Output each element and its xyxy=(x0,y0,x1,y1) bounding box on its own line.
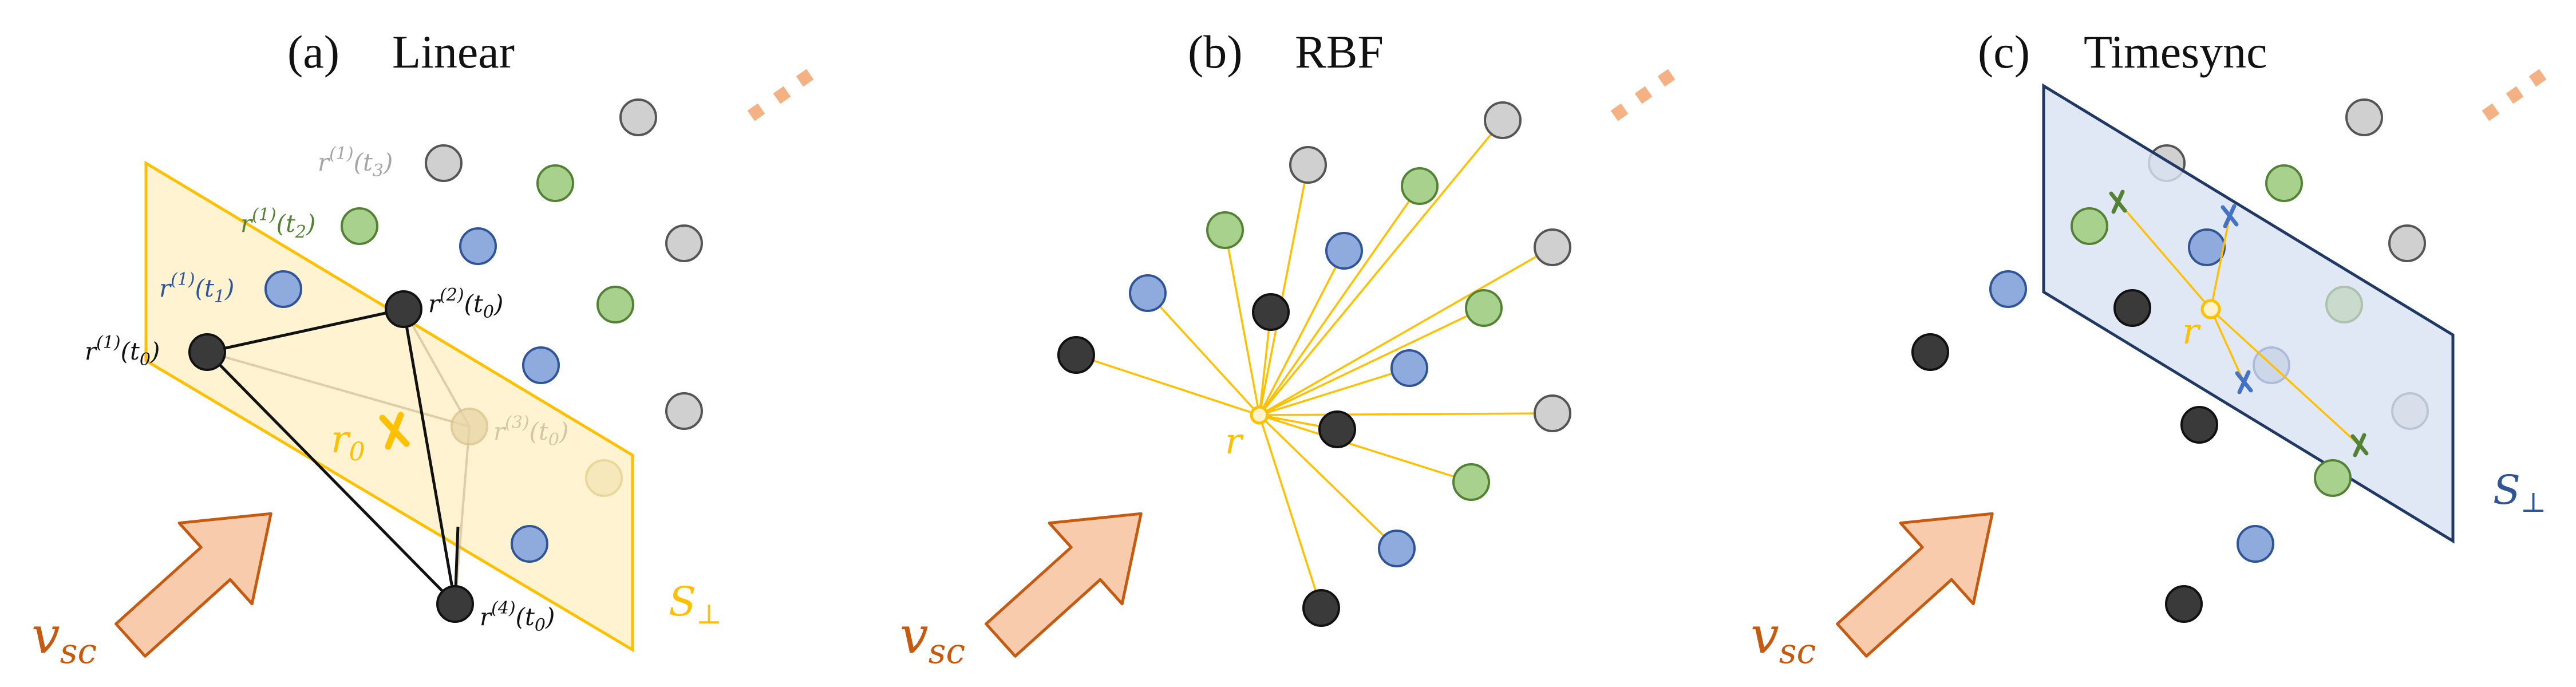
node-black xyxy=(1057,336,1095,374)
node-green xyxy=(2071,207,2108,245)
panel-c-title: Timesync xyxy=(2084,26,2267,78)
node-black xyxy=(2165,585,2203,623)
node-blue xyxy=(1390,349,1428,387)
label-r-c: r xyxy=(2182,310,2201,352)
node-black xyxy=(1302,589,1340,627)
velocity-arrow-b xyxy=(964,473,1177,681)
label-r1-t2: r(1)(t2) xyxy=(240,205,315,242)
node-green xyxy=(2314,459,2352,497)
node-gray xyxy=(1534,394,1571,432)
node-faded xyxy=(2325,286,2363,323)
node-faded xyxy=(585,459,623,497)
panel-b-title: RBF xyxy=(1295,26,1384,78)
node-gray xyxy=(619,98,657,136)
node-black xyxy=(2113,289,2151,327)
node-gray xyxy=(665,224,703,262)
label-r3-t0: r(3)(t0) xyxy=(493,413,568,450)
node-blue xyxy=(1129,274,1167,312)
label-r2-t0: r(2)(t0) xyxy=(428,285,503,322)
node-black xyxy=(2180,406,2218,444)
node-green xyxy=(1206,211,1244,249)
panel-rbf: (b) RBF xyxy=(900,26,1676,681)
panel-linear: (a) Linear xyxy=(31,26,814,681)
label-r0: r0 xyxy=(331,417,365,467)
cross-green xyxy=(2109,189,2127,214)
node-gray xyxy=(1484,101,1522,139)
node-blue xyxy=(1325,232,1363,270)
node-gray xyxy=(1289,146,1327,184)
label-r1-t3: r(1)(t3) xyxy=(318,144,393,181)
node-faded-r3 xyxy=(451,408,488,445)
node-black-r2 xyxy=(385,290,422,328)
label-velocity-b: vsc xyxy=(900,606,965,672)
cross-blue xyxy=(2235,370,2253,394)
panel-a-tag: (a) xyxy=(287,26,339,78)
cross-green xyxy=(2350,433,2369,457)
node-blue xyxy=(1989,270,2027,308)
node-black xyxy=(1252,293,1290,331)
node-blue xyxy=(2188,228,2226,266)
center-point-r xyxy=(2200,299,2221,319)
target-cross-r0 xyxy=(379,412,410,450)
velocity-arrow-a xyxy=(94,473,307,681)
label-r-b: r xyxy=(1225,420,1244,462)
node-gray xyxy=(2388,224,2426,262)
label-plane-c: S⊥ xyxy=(2493,467,2546,519)
label-velocity-c: vsc xyxy=(1751,606,1816,672)
node-green xyxy=(341,207,378,245)
simplex-edges-a xyxy=(206,307,460,605)
ellipsis-dots-b xyxy=(1610,69,1676,121)
node-green xyxy=(1452,463,1490,501)
node-green xyxy=(1401,167,1439,205)
node-green xyxy=(596,286,634,323)
panel-timesync: (c) Timesync xyxy=(1751,26,2547,681)
node-green xyxy=(536,164,574,202)
node-green xyxy=(2265,164,2303,202)
node-blue xyxy=(2237,525,2274,563)
node-black-r4 xyxy=(436,585,474,623)
rbf-edges xyxy=(1076,119,1553,609)
node-blue xyxy=(1378,530,1416,567)
node-gray xyxy=(425,144,463,182)
label-r1-t0: r(1)(t0) xyxy=(85,333,160,370)
node-faded xyxy=(2391,392,2429,430)
label-r4-t0: r(4)(t0) xyxy=(480,598,555,635)
node-black xyxy=(1318,410,1356,448)
label-plane-a: S⊥ xyxy=(669,578,722,630)
node-blue xyxy=(511,525,548,563)
cross-blue xyxy=(2221,204,2239,228)
velocity-arrow-c xyxy=(1815,473,2028,681)
node-green xyxy=(1465,289,1503,327)
node-blue xyxy=(522,346,560,384)
label-r1-t1: r(1)(t1) xyxy=(159,270,234,307)
node-blue xyxy=(264,270,302,308)
timesync-edges xyxy=(2117,200,2361,447)
node-blue xyxy=(459,227,497,265)
node-gray xyxy=(2345,98,2383,136)
node-gray xyxy=(665,392,703,430)
label-velocity-a: vsc xyxy=(31,606,97,672)
center-point-r xyxy=(1250,405,1269,425)
node-gray xyxy=(1534,228,1571,266)
ellipsis-dots-c xyxy=(2482,69,2547,121)
node-black-r1 xyxy=(188,333,226,371)
panel-a-title: Linear xyxy=(392,26,515,78)
panel-b-tag: (b) xyxy=(1188,26,1243,78)
ellipsis-dots-a xyxy=(747,69,814,121)
panel-c-tag: (c) xyxy=(1978,26,2030,78)
node-black xyxy=(1911,333,1949,371)
projection-plane-c xyxy=(2042,83,2455,544)
